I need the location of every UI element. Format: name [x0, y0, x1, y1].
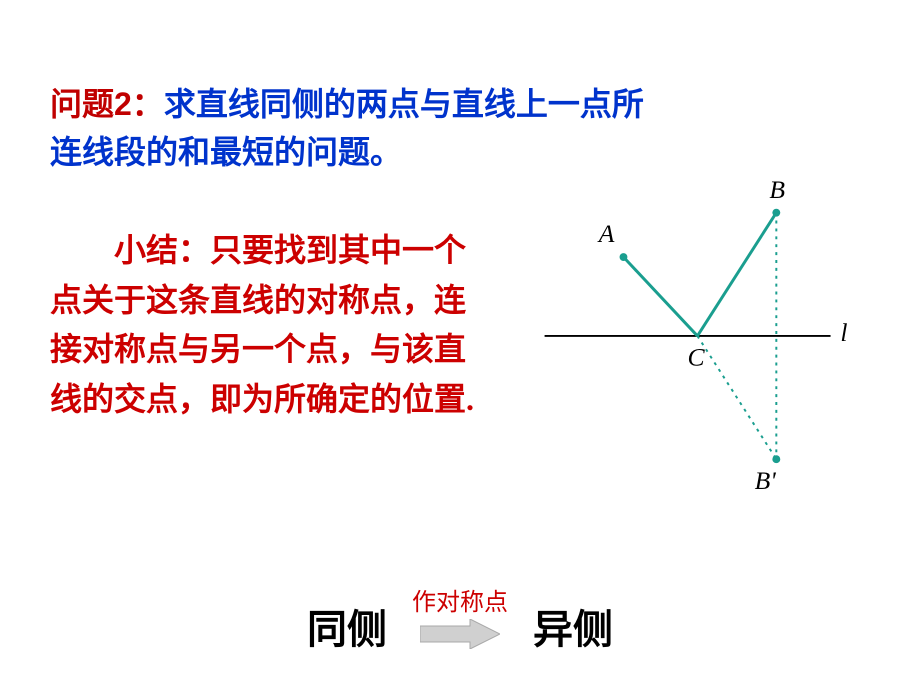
segment-CB: [697, 213, 776, 336]
label-C: C: [688, 343, 706, 372]
bottom-conclusion: 同侧 作对称点 异侧: [0, 582, 920, 655]
label-same-side: 同侧: [307, 597, 387, 655]
label-opposite-side: 异侧: [533, 597, 613, 655]
title-body-l1: 求直线同侧的两点与直线上一点所: [164, 86, 644, 122]
label-l: l: [840, 318, 847, 347]
point-A: [620, 253, 628, 261]
diagram-svg: A B C B' l: [515, 166, 870, 496]
label-Bp: B': [755, 466, 777, 495]
bottom-inner: 同侧 作对称点 异侧: [307, 582, 613, 655]
slide-container: 问题2：求直线同侧的两点与直线上一点所 连线段的和最短的问题。 小结：只要找到其…: [0, 0, 920, 690]
point-B: [772, 209, 780, 217]
problem-title: 问题2：求直线同侧的两点与直线上一点所 连线段的和最短的问题。: [50, 80, 870, 176]
arrow-group: 作对称点: [412, 582, 508, 649]
point-Bp: [772, 455, 780, 463]
content-row: 小结：只要找到其中一个点关于这条直线的对称点，连接对称点与另一个点，与该直线的交…: [50, 206, 870, 496]
arrow-caption: 作对称点: [412, 582, 508, 617]
title-body-l2: 连线段的和最短的问题。: [50, 134, 402, 170]
summary-text: 小结：只要找到其中一个点关于这条直线的对称点，连接对称点与另一个点，与该直线的交…: [50, 226, 495, 424]
title-prefix: 问题2：: [50, 86, 164, 122]
arrow-icon: [420, 619, 500, 649]
geometry-diagram: A B C B' l: [515, 166, 870, 496]
label-A: A: [597, 219, 615, 248]
segment-AC: [623, 257, 697, 336]
segment-CBp-dotted: [697, 336, 776, 459]
label-B: B: [769, 175, 785, 204]
